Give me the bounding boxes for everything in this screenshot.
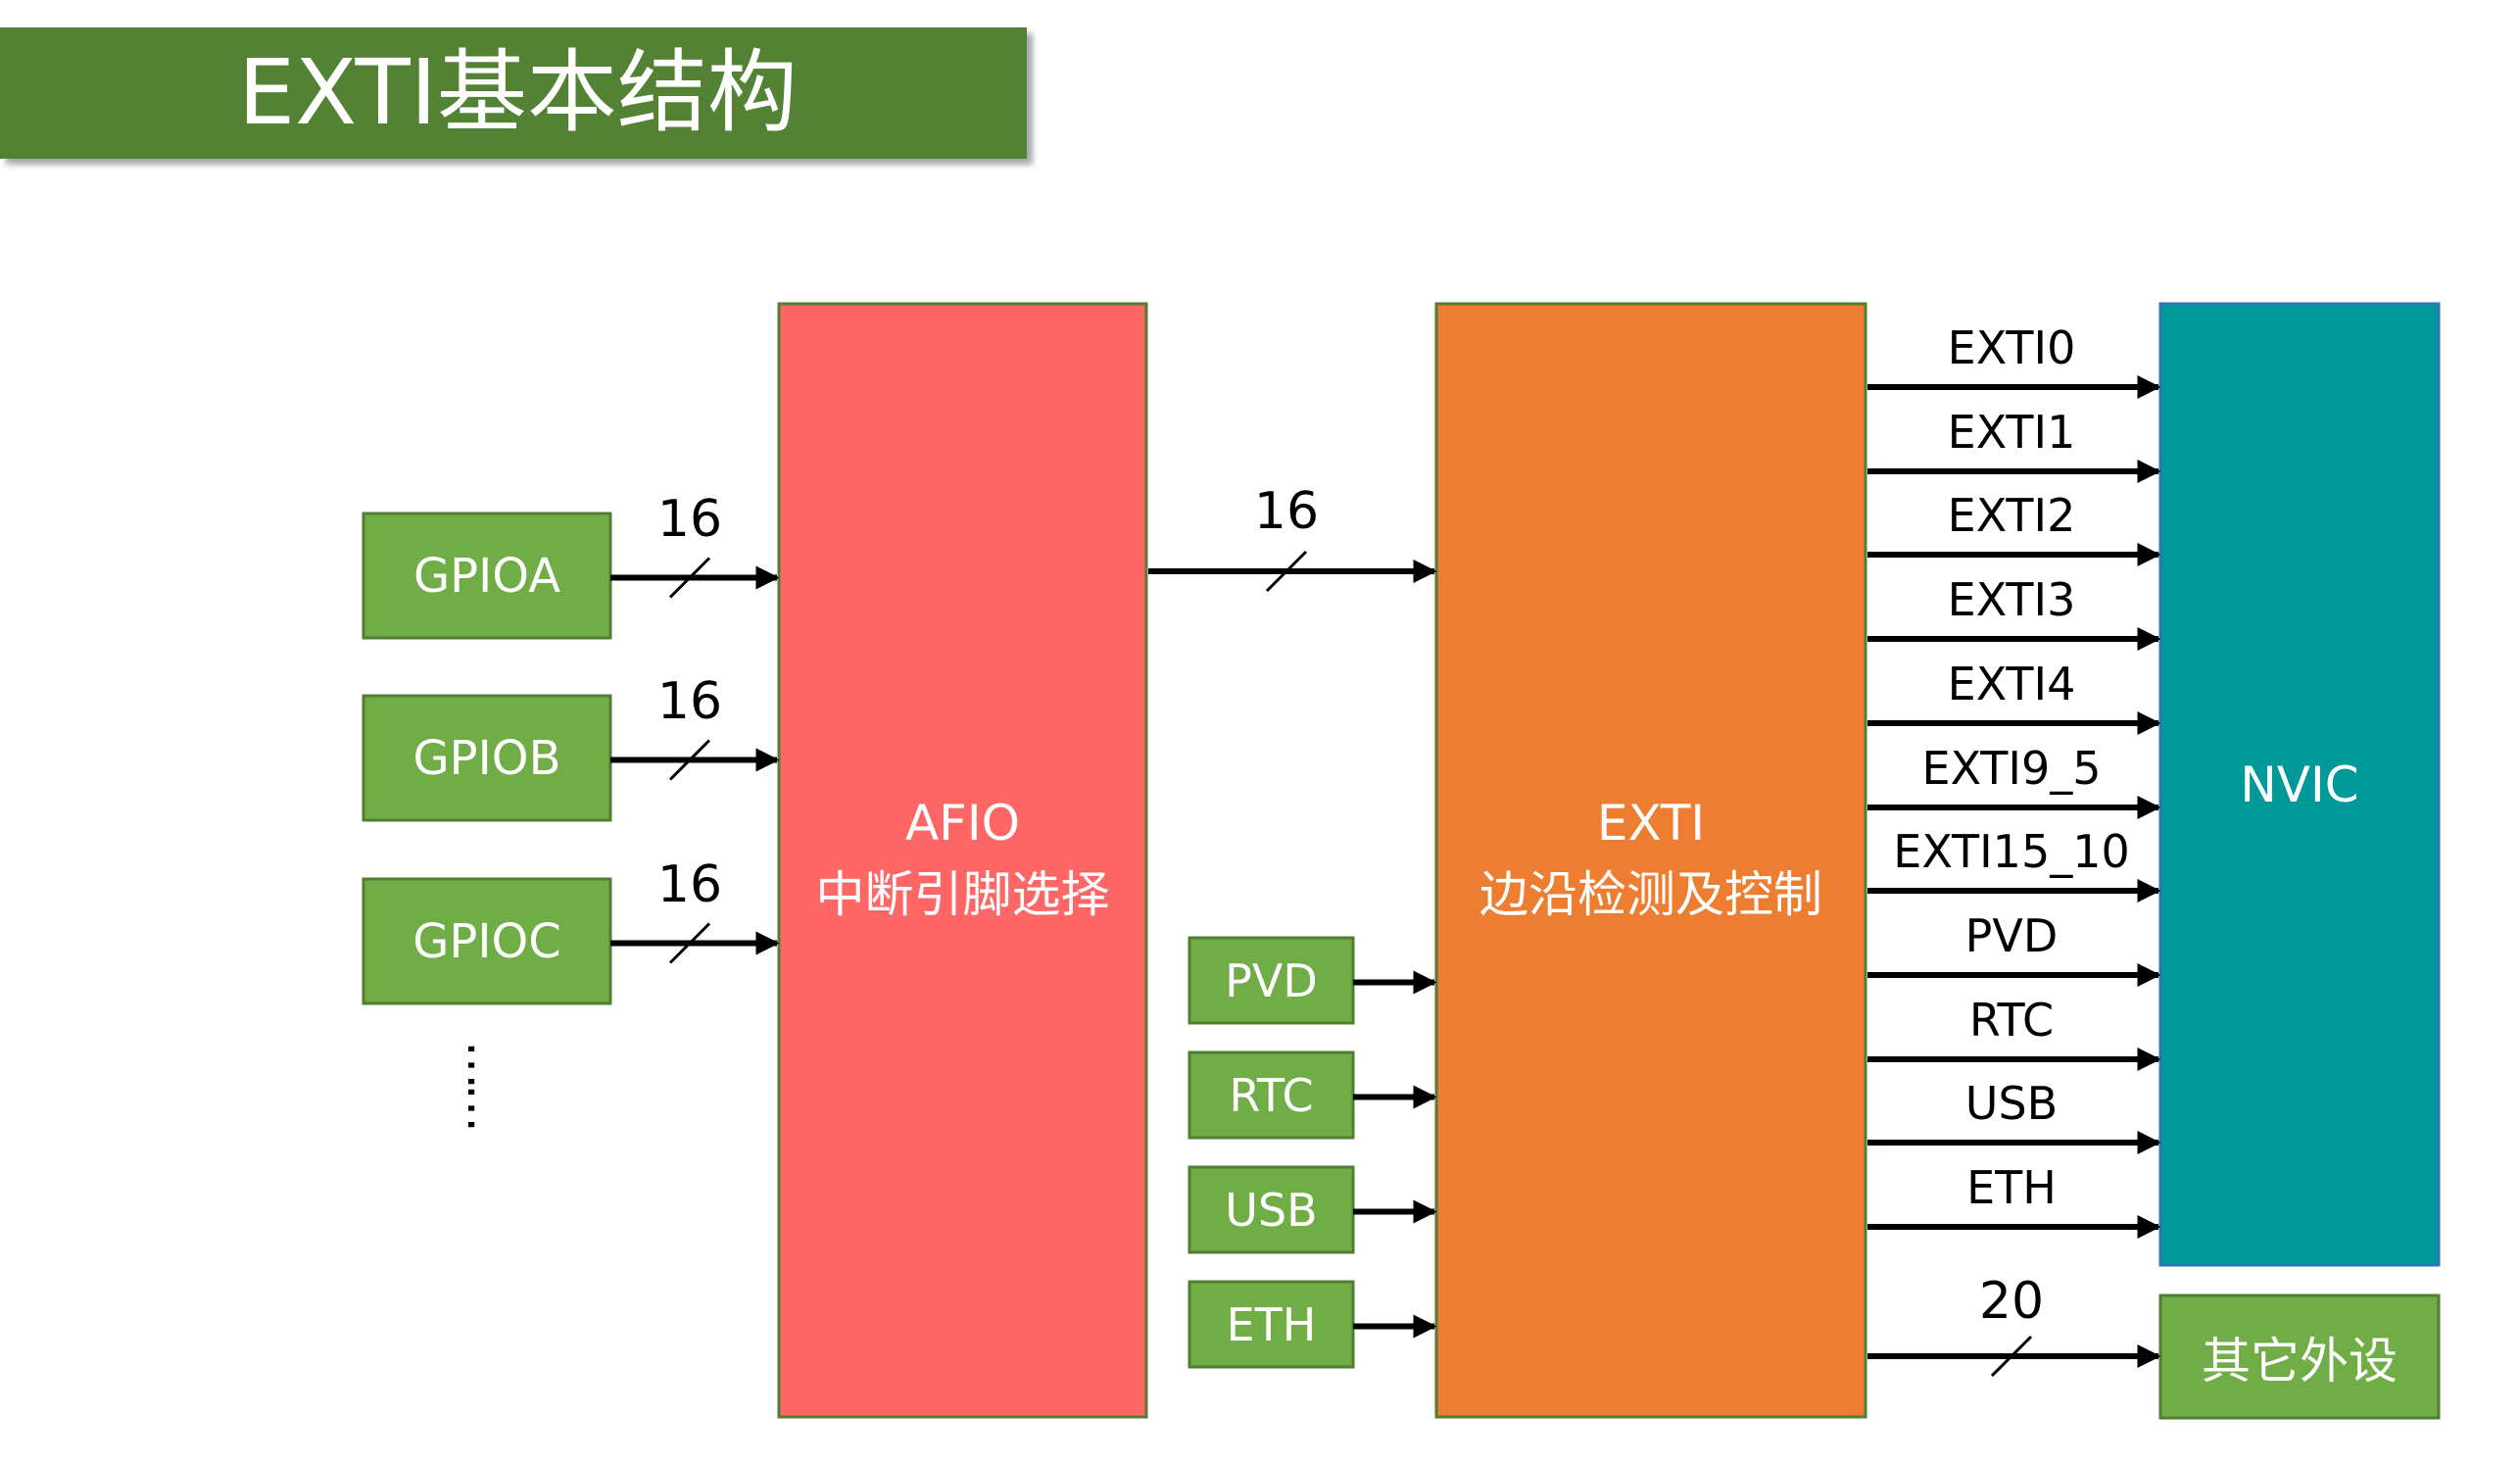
afio-label-line-2: 中断引脚选择 — [815, 866, 1110, 923]
bus-slash — [1265, 550, 1308, 593]
bus-slash — [1990, 1335, 2033, 1378]
bus-width-label: 16 — [656, 489, 723, 549]
exti-output-label: EXTI2 — [1947, 489, 2076, 542]
nvic-label: NVIC — [2160, 304, 2439, 1265]
source-label: USB — [1189, 1167, 1353, 1252]
bus-width-label: 16 — [1253, 482, 1320, 541]
gpio-label-line-1: GPIOC — [412, 913, 561, 969]
bus-width-label: 16 — [656, 671, 723, 731]
gpio-label: GPIOB — [363, 696, 610, 820]
exti-output-label: EXTI9_5 — [1921, 742, 2102, 795]
source-box — [1187, 1050, 1355, 1140]
exti-output-label: EXTI1 — [1947, 406, 2076, 459]
bus-width-label: 16 — [656, 854, 723, 914]
source-label-line-1: PVD — [1225, 953, 1318, 1007]
exti-label-line-2: 边沿检测及控制 — [1479, 866, 1822, 923]
bus-width-label: 20 — [1978, 1272, 2045, 1331]
source-label: RTC — [1189, 1052, 1353, 1138]
afio-label: AFIO 中断引脚选择 — [779, 304, 1146, 1417]
title-bar — [0, 27, 1027, 159]
source-label-line-1: RTC — [1229, 1068, 1314, 1122]
gpio-label: GPIOA — [363, 513, 610, 638]
exti-output-label: ETH — [1966, 1161, 2057, 1214]
afio-label-line-1: AFIO — [904, 795, 1021, 852]
source-box — [1187, 1280, 1355, 1369]
exti-output-label: EXTI15_10 — [1893, 825, 2130, 878]
exti-output-label: EXTI3 — [1947, 573, 2076, 626]
exti-output-label: PVD — [1964, 909, 2059, 962]
exti-output-label: EXTI0 — [1947, 321, 2076, 374]
exti-label-line-1: EXTI — [1596, 795, 1706, 852]
source-label-line-1: USB — [1225, 1183, 1318, 1237]
other-peripherals-box — [2158, 1293, 2441, 1420]
bus-slash — [668, 739, 711, 781]
source-box — [1187, 936, 1355, 1025]
afio-block — [777, 302, 1148, 1419]
source-label-line-1: ETH — [1226, 1297, 1317, 1351]
exti-output-label: EXTI4 — [1947, 658, 2076, 710]
other-peripherals-label-line-1: 其它外设 — [2202, 1332, 2398, 1390]
bus-slash — [668, 557, 711, 599]
source-label: ETH — [1189, 1282, 1353, 1367]
gpio-label: GPIOC — [363, 879, 610, 1003]
page-title: EXTI基本结构 — [238, 40, 798, 145]
other-peripherals-label: 其它外设 — [2160, 1295, 2439, 1418]
source-box — [1187, 1165, 1355, 1254]
gpio-label-line-1: GPIOB — [412, 730, 561, 786]
nvic-block — [2158, 302, 2441, 1267]
exti-output-label: RTC — [1968, 994, 2055, 1047]
exti-output-label: USB — [1964, 1077, 2059, 1130]
source-label: PVD — [1189, 938, 1353, 1023]
gpio-box — [362, 512, 612, 640]
gpio-label-line-1: GPIOA — [412, 548, 561, 604]
exti-label: EXTI 边沿检测及控制 — [1436, 304, 1866, 1417]
gpio-ellipsis: …… — [457, 1041, 513, 1127]
exti-block — [1434, 302, 1867, 1419]
nvic-label-line-1: NVIC — [2240, 756, 2359, 813]
bus-slash — [668, 922, 711, 964]
